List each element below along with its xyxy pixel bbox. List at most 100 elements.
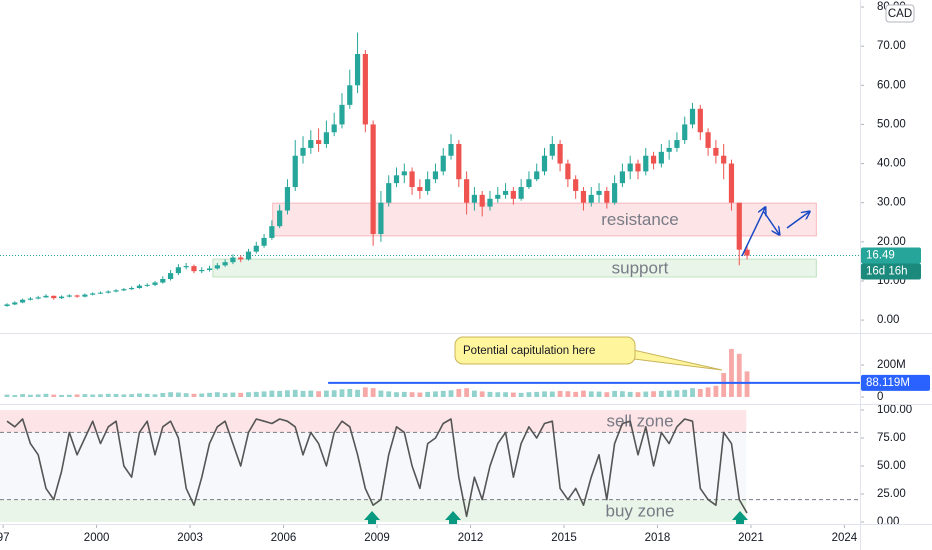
candle-body [518, 187, 524, 199]
volume-bar [744, 371, 750, 397]
zone-label: support [612, 259, 669, 278]
candle-body [713, 147, 719, 156]
candle-body [300, 147, 306, 156]
volume-bar [394, 392, 399, 397]
volume-bar [355, 389, 360, 397]
y-tick-label: 60.00 [877, 79, 906, 91]
volume-bar [82, 394, 88, 397]
candle-body [728, 163, 735, 203]
y-tick-label: 70.00 [877, 40, 906, 52]
volume-bar [409, 392, 415, 397]
volume-bar [581, 390, 586, 397]
candle-body [596, 190, 602, 195]
volume-bar [168, 392, 173, 397]
volume-bar [269, 390, 275, 397]
candle-body [206, 268, 213, 270]
volume-bar [277, 390, 283, 397]
candle-body [627, 163, 633, 172]
candle-body [580, 190, 587, 203]
forecast-arrow [763, 211, 779, 234]
y-tick-label: 20.00 [877, 236, 906, 248]
candle-body [292, 155, 298, 188]
candle-body [331, 124, 337, 133]
volume-bar [362, 387, 368, 397]
candle-body [191, 266, 197, 272]
volume-bar [456, 389, 462, 397]
forecast-arrow [786, 212, 809, 229]
candle-body [565, 163, 571, 180]
volume-bar [238, 392, 244, 397]
candle-body [393, 175, 400, 184]
candle-body [222, 262, 228, 266]
x-tick-label: 2021 [738, 532, 764, 544]
volume-bar [643, 391, 649, 397]
candle-body [4, 304, 10, 306]
volume-bar [588, 391, 594, 397]
candle-body [666, 147, 672, 152]
candle-body [604, 190, 610, 203]
zone-label: resistance [601, 210, 678, 229]
volume-bar [175, 392, 181, 397]
volume-bar [557, 390, 563, 397]
candle-body [495, 194, 501, 199]
x-tick-label: 2009 [364, 532, 390, 544]
buy-signal [445, 511, 462, 524]
candle-body [339, 104, 345, 125]
callout-text: Potential capitulation here [463, 345, 595, 357]
candle-body [425, 179, 431, 191]
volume-bar [495, 392, 501, 397]
y-tick-label: 30.00 [877, 197, 906, 209]
candle-body [432, 171, 439, 180]
volume-bar [565, 391, 571, 397]
candle-body [557, 144, 563, 164]
candle-body [658, 151, 664, 164]
candle-body [456, 144, 462, 180]
forecast-arrow [741, 208, 765, 257]
last-price: 16.49 [866, 250, 895, 262]
candle-body [27, 298, 33, 300]
candle-body [689, 108, 696, 125]
candle-body [635, 163, 641, 172]
candle-body [674, 140, 680, 148]
volume-bar [246, 392, 251, 397]
candle-body [721, 155, 727, 164]
candle-body [619, 171, 626, 184]
candle-body [284, 187, 291, 211]
volume-bar [35, 394, 41, 397]
volume-bar [417, 392, 423, 397]
volume-bar [690, 388, 695, 397]
volume-bar [253, 391, 259, 397]
candle-body [744, 249, 750, 256]
x-tick-label: 2003 [177, 532, 203, 544]
candle-body [316, 140, 322, 144]
volume-bar [440, 390, 446, 397]
candle-body [448, 144, 454, 156]
candle-body [526, 179, 532, 188]
volume-bar [487, 391, 493, 397]
y-tick-label: 200M [877, 359, 906, 371]
volume-bar [20, 394, 25, 397]
volume-bar [214, 392, 220, 397]
volume-bar [121, 394, 127, 397]
y-tick-label: 40.00 [877, 158, 906, 170]
volume-bar [425, 391, 431, 397]
countdown-tag [861, 263, 921, 280]
candle-body [97, 292, 104, 294]
candle-body [464, 179, 470, 203]
candle-body [136, 285, 143, 288]
x-tick-label: 97 [0, 532, 10, 544]
y-tick-label: 0.00 [877, 516, 899, 528]
candle-body [502, 190, 509, 195]
volume-bar [736, 353, 742, 397]
candle-body [541, 155, 548, 172]
volume-bar [503, 392, 508, 397]
volume-bar [472, 390, 477, 397]
volume-bar [518, 392, 524, 397]
volume-bar [651, 391, 656, 397]
volume-bar [316, 391, 322, 397]
volume-bar [666, 390, 672, 397]
candle-body [277, 210, 283, 227]
volume-bar [230, 392, 236, 397]
volume-bar [705, 387, 711, 397]
